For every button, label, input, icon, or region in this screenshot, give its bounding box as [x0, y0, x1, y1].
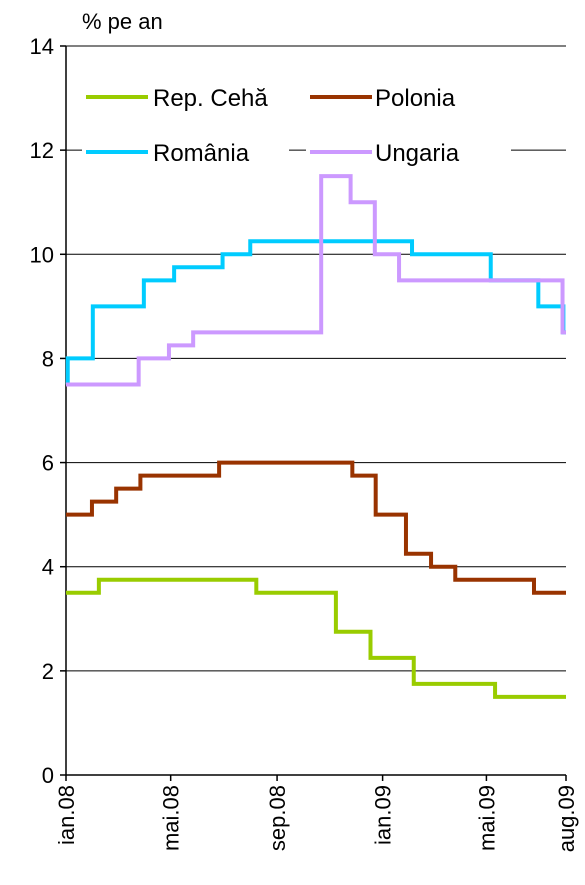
series-lines — [65, 174, 566, 699]
y-tick-label-10: 10 — [30, 242, 54, 267]
series-line-3 — [66, 174, 566, 387]
y-tick-label-12: 12 — [30, 138, 54, 163]
x-tick-label-aug.09: aug.09 — [554, 785, 579, 852]
series-line-2 — [65, 239, 566, 387]
y-tick-label-2: 2 — [42, 659, 54, 684]
series-line-1 — [66, 460, 566, 595]
legend-label-2: România — [153, 140, 250, 167]
x-tick-label-mai.09: mai.09 — [474, 785, 499, 851]
x-tick-label-mai.08: mai.08 — [159, 785, 184, 851]
y-tick-label-4: 4 — [42, 555, 54, 580]
legend-label-1: Polonia — [375, 85, 456, 112]
x-tick-labels: ian.08 mai.08 sep.08 ian.09 mai.09 aug.09 — [54, 775, 579, 852]
legend: Rep. Cehă Polonia România Ungaria — [82, 77, 511, 172]
y-tick-labels: 0 2 4 6 8 10 12 14 — [30, 34, 66, 788]
y-axis-unit-label: % pe an — [82, 9, 163, 34]
y-tick-label-6: 6 — [42, 451, 54, 476]
x-tick-label-ian.09: ian.09 — [371, 785, 396, 845]
axes — [65, 46, 566, 776]
x-tick-label-sep.08: sep.08 — [265, 785, 290, 851]
y-tick-label-8: 8 — [42, 346, 54, 371]
legend-label-0: Rep. Cehă — [153, 85, 268, 112]
y-tick-label-14: 14 — [30, 34, 54, 59]
x-tick-label-ian.08: ian.08 — [54, 785, 79, 845]
y-tick-label-0: 0 — [42, 763, 54, 788]
legend-label-3: Ungaria — [375, 140, 460, 167]
series-line-0 — [66, 577, 566, 699]
